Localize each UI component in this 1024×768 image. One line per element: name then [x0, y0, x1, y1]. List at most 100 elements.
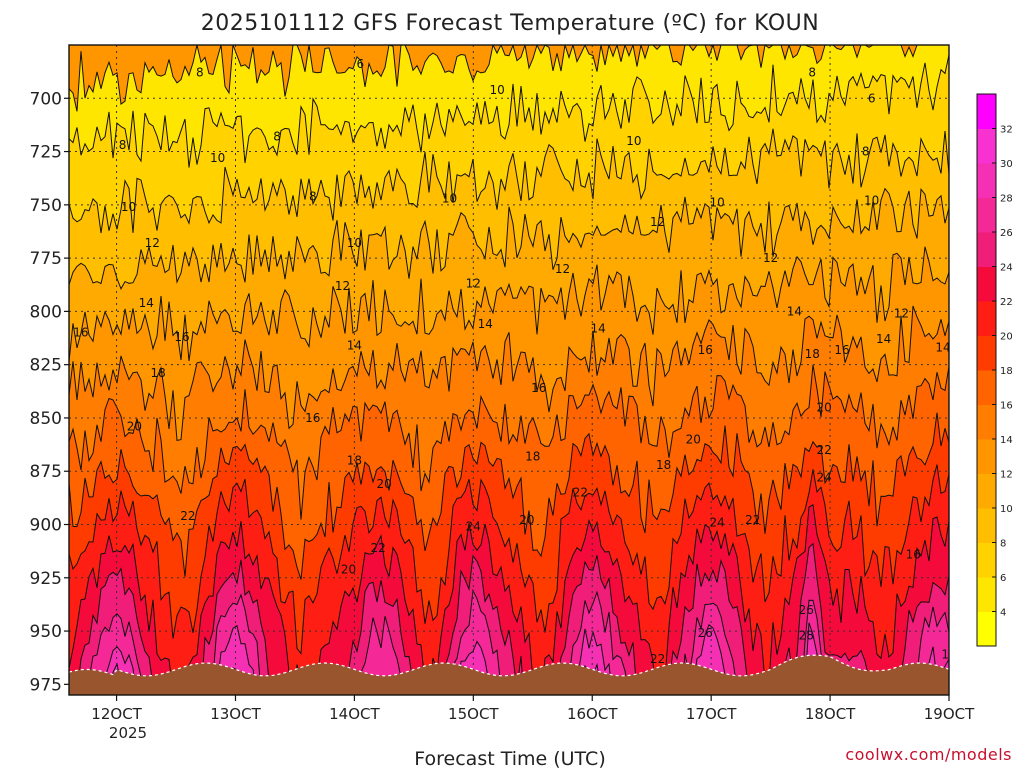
contour-label: 18 [941, 648, 956, 662]
contour-label: 26 [698, 626, 713, 640]
isotherm-line [69, 246, 949, 363]
y-tick-label: 700 [30, 89, 62, 109]
contour-label: 12 [650, 215, 665, 229]
contour-label: 6 [357, 57, 365, 71]
contour-label: 12 [763, 251, 778, 265]
colorbar-swatch [977, 473, 996, 509]
isotherm-line [69, 464, 949, 655]
colorbar-swatch [977, 611, 996, 647]
isotherm-line [69, 412, 949, 580]
contour-label: 20 [816, 400, 831, 414]
isotherm-line [69, 45, 949, 112]
colorbar-label: 8 [1000, 539, 1006, 550]
chart-title: 2025101112 GFS Forecast Temperature (ºC)… [201, 11, 819, 36]
contour-label: 16 [531, 381, 546, 395]
contour-label: 16 [698, 343, 713, 357]
colorbar-swatch [977, 508, 996, 543]
x-tick-label: 15OCT [448, 705, 499, 723]
contour-label: 10 [864, 194, 879, 208]
contour-label: 14 [787, 304, 802, 318]
x-tick-label: 17OCT [686, 705, 737, 723]
contour-label: 18 [347, 454, 362, 468]
y-tick-label: 725 [30, 143, 62, 163]
isotherm-line [69, 54, 949, 168]
contour-label: 10 [121, 200, 136, 214]
isotherm-line [76, 542, 949, 695]
x-axis-year: 2025 [109, 724, 147, 742]
y-tick-label: 750 [30, 196, 62, 216]
x-axis-title: Forecast Time (UTC) [414, 748, 605, 768]
contour-label: 14 [347, 338, 362, 352]
contour-label: 22 [371, 541, 386, 555]
contour-label: 18 [656, 458, 671, 472]
contour-label: 20 [376, 477, 391, 491]
x-tick-label: 14OCT [329, 705, 380, 723]
colorbar-swatch [977, 232, 996, 267]
isotherm-lines [69, 45, 949, 695]
colorbar-label: 30 [1000, 159, 1013, 170]
isotherm-line [69, 504, 949, 695]
y-tick-label: 975 [30, 675, 62, 695]
colorbar-swatch [977, 404, 996, 440]
contour-label: 16 [834, 343, 849, 357]
contour-label: 8 [862, 145, 870, 159]
colorbar-label: 26 [1000, 228, 1013, 239]
contour-label: 16 [906, 547, 921, 561]
plot-frame [68, 44, 950, 696]
x-tick-label: 19OCT [924, 705, 975, 723]
contour-label: 16 [174, 330, 189, 344]
colorbar-swatch [977, 163, 996, 198]
colorbar-label: 12 [1000, 470, 1013, 481]
y-tick-label: 825 [30, 356, 62, 376]
colorbar-swatch [977, 128, 996, 164]
colorbar-label: 14 [1000, 435, 1013, 446]
colorbar-label: 4 [1000, 608, 1006, 619]
isotherm-line [69, 305, 949, 442]
colorbar-label: 16 [1000, 401, 1013, 412]
y-tick-label: 800 [30, 302, 62, 322]
contour-label: 8 [196, 66, 204, 80]
colorbar-label: 20 [1000, 332, 1013, 343]
contour-label: 10 [626, 134, 641, 148]
contour-label: 24 [709, 515, 724, 529]
contour-label: 18 [805, 347, 820, 361]
credit-text: coolwx.com/models [845, 745, 1012, 764]
y-axis: 700 725 750 775 800 825 850 875 900 925 950 975 [30, 89, 69, 695]
colorbar-legend: 4 6 8 10 12 14 16 18 20 22 24 26 28 30 32 [976, 93, 1013, 647]
contour-label: 8 [273, 130, 281, 144]
colorbar-label: 6 [1000, 573, 1006, 584]
contour-label: 20 [127, 419, 142, 433]
contour-label: 20 [686, 432, 701, 446]
colorbar-label: 10 [1000, 504, 1013, 515]
contour-label: 6 [868, 91, 876, 105]
contour-label: 18 [151, 366, 166, 380]
contour-label: 10 [489, 83, 504, 97]
contour-label: 20 [341, 562, 356, 576]
colorbar-label: 28 [1000, 194, 1013, 205]
contour-label: 14 [139, 296, 154, 310]
contour-label: 8 [808, 66, 816, 80]
x-axis: 12OCT 13OCT 14OCT 15OCT 16OCT 17OCT 18OCT 19OCT [91, 695, 975, 723]
contour-label: 10 [210, 151, 225, 165]
contour-label: 14 [478, 317, 493, 331]
x-tick-label: 18OCT [805, 705, 856, 723]
contour-label: 16 [305, 411, 320, 425]
temperature-band [87, 590, 949, 695]
contour-label: 14 [935, 341, 950, 355]
colorbar-swatch [977, 542, 996, 578]
colorbar-swatch [977, 439, 996, 474]
y-tick-label: 925 [30, 569, 62, 589]
contour-label: 10 [442, 191, 457, 205]
terrain-edge [69, 654, 949, 677]
contour-label: 14 [591, 321, 606, 335]
contour-label: 26 [799, 603, 814, 617]
y-tick-label: 775 [30, 249, 62, 269]
contour-label: 22 [180, 509, 195, 523]
contour-label: 14 [876, 332, 891, 346]
colorbar-label: 22 [1000, 297, 1013, 308]
contour-label: 12 [335, 279, 350, 293]
isotherm-line [69, 128, 949, 234]
contour-label: 8 [309, 189, 317, 203]
